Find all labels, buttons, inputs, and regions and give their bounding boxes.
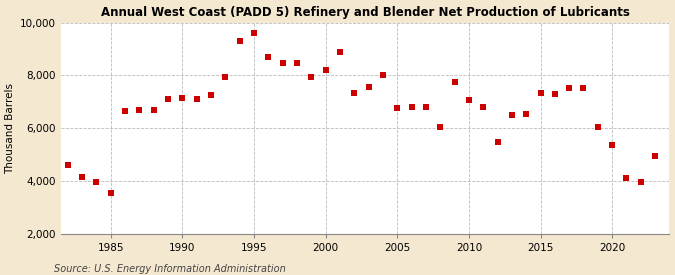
Point — [119, 109, 130, 113]
Point — [48, 151, 59, 156]
Title: Annual West Coast (PADD 5) Refinery and Blender Net Production of Lubricants: Annual West Coast (PADD 5) Refinery and … — [101, 6, 630, 18]
Point — [306, 75, 317, 79]
Point — [263, 55, 273, 59]
Point — [105, 191, 116, 195]
Point — [449, 80, 460, 84]
Point — [349, 90, 360, 95]
Point — [377, 73, 388, 78]
Point — [492, 140, 503, 144]
Point — [535, 90, 546, 95]
Point — [234, 39, 245, 43]
Point — [635, 180, 646, 185]
Point — [62, 163, 73, 167]
Point — [292, 61, 302, 66]
Point — [277, 61, 288, 66]
Point — [148, 108, 159, 112]
Point — [621, 176, 632, 181]
Point — [478, 104, 489, 109]
Point — [220, 75, 231, 79]
Text: Source: U.S. Energy Information Administration: Source: U.S. Energy Information Administ… — [54, 264, 286, 274]
Point — [607, 142, 618, 147]
Point — [578, 86, 589, 90]
Point — [435, 125, 446, 129]
Point — [177, 96, 188, 100]
Point — [521, 112, 532, 116]
Point — [564, 86, 574, 90]
Point — [77, 175, 88, 179]
Point — [406, 104, 417, 109]
Point — [206, 93, 217, 97]
Point — [392, 105, 403, 110]
Point — [650, 154, 661, 158]
Point — [248, 30, 259, 35]
Point — [335, 50, 346, 54]
Point — [363, 85, 374, 89]
Point — [549, 92, 560, 96]
Point — [91, 179, 102, 184]
Point — [506, 113, 517, 117]
Point — [320, 68, 331, 72]
Point — [421, 104, 431, 109]
Point — [163, 97, 173, 101]
Point — [134, 108, 144, 112]
Y-axis label: Thousand Barrels: Thousand Barrels — [5, 83, 16, 174]
Point — [464, 98, 475, 103]
Point — [593, 125, 603, 129]
Point — [191, 97, 202, 101]
